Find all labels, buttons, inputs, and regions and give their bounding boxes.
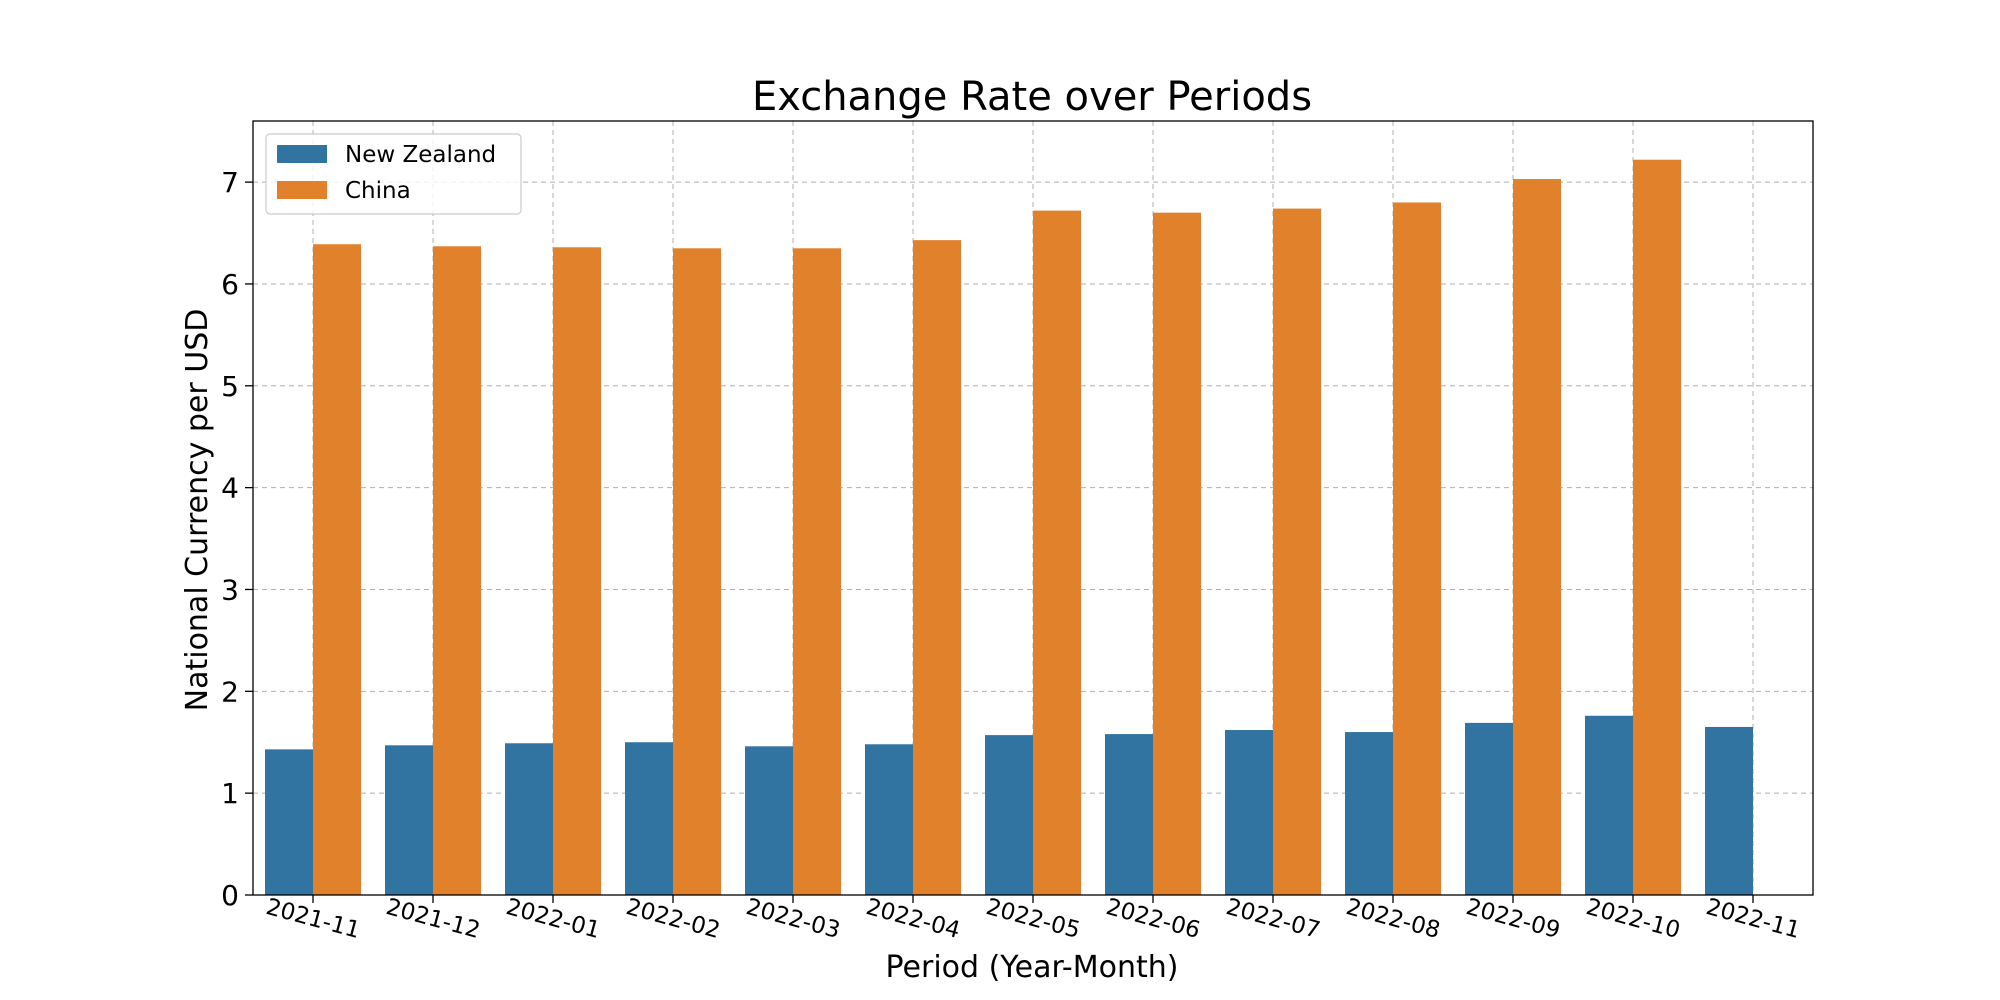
y-tick-label: 7 — [221, 166, 239, 199]
chart-title: Exchange Rate over Periods — [752, 74, 1312, 120]
bar-new-zealand — [1465, 722, 1513, 895]
legend-label: New Zealand — [345, 142, 496, 168]
bar-new-zealand — [1225, 730, 1273, 895]
x-axis-label: Period (Year-Month) — [886, 950, 1179, 985]
y-tick-label: 0 — [221, 879, 239, 912]
y-tick-label: 4 — [221, 472, 239, 505]
bar-new-zealand — [865, 744, 913, 895]
bar-new-zealand — [1345, 732, 1393, 895]
bar-china — [313, 244, 361, 895]
legend: New Zealand China — [265, 133, 522, 215]
bar-china — [793, 248, 841, 896]
bar-china — [1273, 208, 1321, 895]
bar-new-zealand — [265, 749, 313, 895]
bars — [265, 159, 1753, 896]
legend-box — [265, 133, 522, 215]
y-axis-ticks: 0 1 2 3 4 5 6 7 — [221, 166, 253, 912]
y-tick-label: 2 — [221, 675, 239, 708]
bar-china — [1513, 179, 1561, 896]
bar-china — [553, 247, 601, 896]
bar-new-zealand — [745, 746, 793, 895]
bar-china — [1633, 159, 1681, 895]
bar-china — [433, 246, 481, 895]
legend-swatch — [277, 181, 327, 199]
bar-china — [1033, 210, 1081, 896]
y-tick-label: 5 — [221, 370, 239, 403]
legend-swatch — [277, 145, 327, 163]
bar-china — [1393, 202, 1441, 895]
bar-new-zealand — [385, 745, 433, 895]
bar-new-zealand — [625, 742, 673, 895]
bar-new-zealand — [505, 743, 553, 895]
y-tick-label: 3 — [221, 573, 239, 606]
bar-new-zealand — [1105, 734, 1153, 895]
y-tick-label: 1 — [221, 777, 239, 810]
legend-label: China — [345, 178, 411, 204]
bar-new-zealand — [1705, 726, 1753, 895]
y-tick-label: 6 — [221, 268, 239, 301]
x-axis-ticks: 2021-11 2021-12 2022-01 2022-02 2022-03 2022-… — [263, 894, 1803, 944]
bar-new-zealand — [1585, 715, 1633, 895]
bar-china — [1153, 212, 1201, 895]
bar-china — [913, 240, 961, 895]
y-axis-label: National Currency per USD — [180, 309, 215, 712]
bar-china — [673, 248, 721, 896]
bar-new-zealand — [985, 735, 1033, 895]
